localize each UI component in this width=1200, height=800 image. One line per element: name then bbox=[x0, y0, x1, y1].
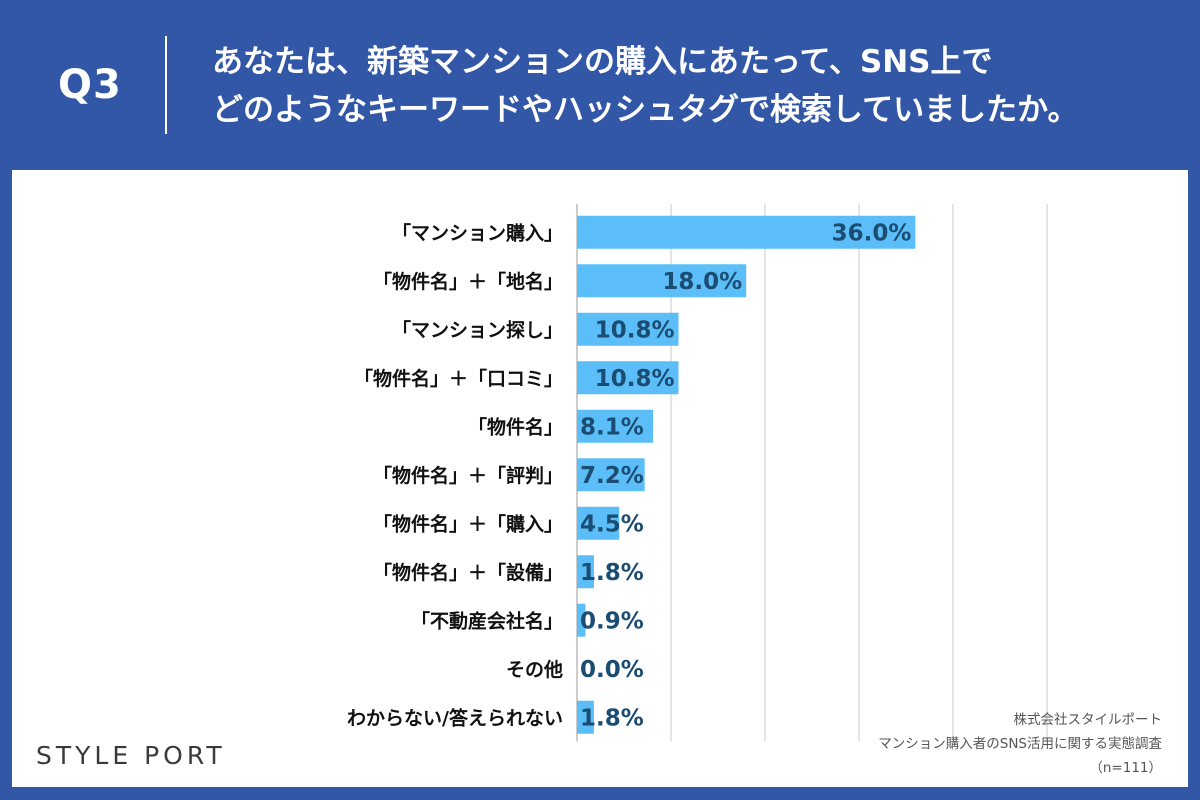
brand-logo: STYLE PORT bbox=[36, 741, 226, 770]
bar bbox=[577, 506, 620, 540]
category-label: 「物件名」＋「設備」 bbox=[373, 561, 563, 584]
category-label: 「物件名」 bbox=[468, 415, 563, 438]
category-label: わからない/答えられない bbox=[347, 706, 563, 729]
value-label: 1.8% bbox=[580, 705, 644, 731]
bar bbox=[577, 603, 586, 637]
source-sample-size: （n=111） bbox=[1089, 760, 1162, 776]
bar bbox=[577, 700, 594, 734]
category-label: 「不動産会社名」 bbox=[411, 609, 563, 632]
question-line-2: どのようなキーワードやハッシュタグで検索していましたか。 bbox=[212, 92, 1079, 128]
value-label: 10.8% bbox=[595, 317, 675, 343]
bar bbox=[577, 409, 654, 443]
category-label: 「物件名」＋「購入」 bbox=[373, 512, 563, 535]
category-label: 「物件名」＋「地名」 bbox=[373, 270, 563, 293]
question-number: Q3 bbox=[58, 62, 122, 108]
bar bbox=[577, 215, 916, 249]
value-label: 0.9% bbox=[580, 608, 644, 634]
source-company: 株式会社スタイルポート bbox=[1013, 712, 1163, 728]
source-survey: マンション購入者のSNS活用に関する実態調査 bbox=[878, 736, 1162, 752]
category-label: その他 bbox=[506, 658, 563, 681]
category-label: 「物件名」＋「評判」 bbox=[373, 464, 563, 487]
bar-chart: 「マンション購入」 36.0% 「物件名」＋「地名」 18.0% 「マンション探し」 10… bbox=[347, 204, 1048, 742]
category-label: 「マンション購入」 bbox=[392, 221, 563, 244]
source-note: 株式会社スタイルポート マンション購入者のSNS活用に関する実態調査 （n=11… bbox=[878, 708, 1162, 780]
bar bbox=[577, 264, 747, 298]
value-label: 1.8% bbox=[580, 560, 644, 586]
header-divider bbox=[165, 36, 167, 134]
header-banner: Q3 あなたは、新築マンションの購入にあたって、SNS上で どのようなキーワード… bbox=[0, 0, 1200, 168]
question-line-1: あなたは、新築マンションの購入にあたって、SNS上で bbox=[212, 44, 993, 80]
bar bbox=[577, 555, 594, 589]
value-label: 18.0% bbox=[662, 269, 742, 295]
value-label: 7.2% bbox=[580, 463, 644, 489]
bar bbox=[577, 458, 645, 492]
value-label: 8.1% bbox=[580, 414, 644, 440]
value-label: 36.0% bbox=[832, 220, 912, 246]
value-label: 10.8% bbox=[595, 366, 675, 392]
value-label: 4.5% bbox=[580, 511, 644, 537]
bar bbox=[577, 361, 679, 395]
category-label: 「物件名」＋「口コミ」 bbox=[354, 367, 563, 390]
question-text: あなたは、新築マンションの購入にあたって、SNS上で どのようなキーワードやハッ… bbox=[212, 38, 1192, 134]
bar bbox=[577, 312, 679, 346]
category-label: 「マンション探し」 bbox=[392, 318, 563, 341]
value-label: 0.0% bbox=[580, 657, 644, 683]
chart-panel: 「マンション購入」 36.0% 「物件名」＋「地名」 18.0% 「マンション探し」 10… bbox=[12, 170, 1188, 787]
